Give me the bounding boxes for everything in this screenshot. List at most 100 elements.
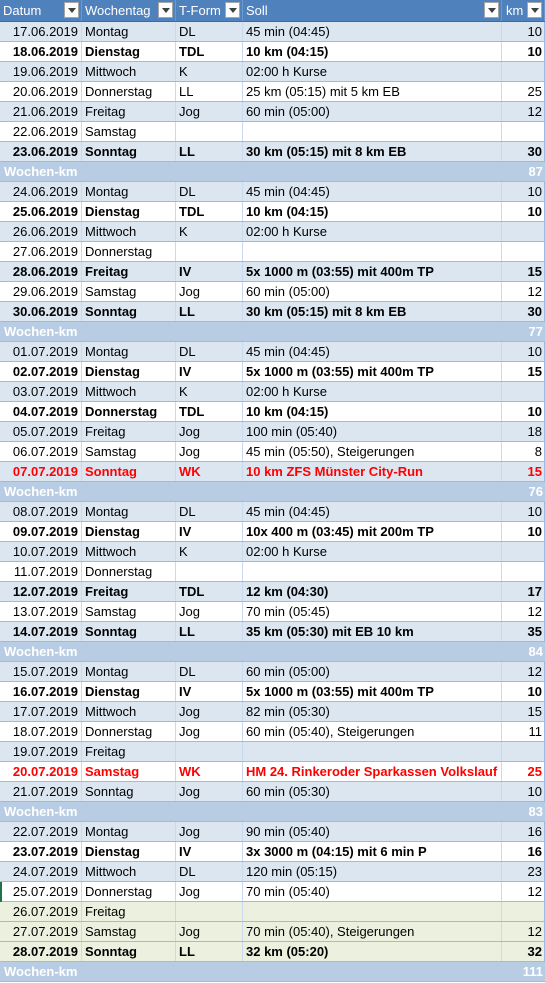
cell-date[interactable]: 09.07.2019 — [0, 522, 82, 541]
cell-soll[interactable]: 45 min (04:45) — [243, 342, 502, 361]
table-row[interactable]: 07.07.2019 Sonntag WK 10 km ZFS Münster Cit… — [0, 462, 545, 482]
cell-soll[interactable]: 32 km (05:20) — [243, 942, 502, 961]
table-row[interactable]: 02.07.2019 Dienstag IV 5x 1000 m (03:55) mi… — [0, 362, 545, 382]
cell-day[interactable]: Samstag — [82, 602, 176, 621]
cell-type[interactable]: Jog — [176, 922, 243, 941]
cell-km[interactable]: 12 — [502, 662, 545, 681]
cell-date[interactable]: 07.07.2019 — [0, 462, 82, 481]
cell-day[interactable]: Freitag — [82, 902, 176, 921]
cell-date[interactable]: 17.06.2019 — [0, 22, 82, 41]
cell-type[interactable]: DL — [176, 22, 243, 41]
cell-date[interactable]: 28.07.2019 — [0, 942, 82, 961]
cell-km[interactable]: 12 — [502, 602, 545, 621]
cell-day[interactable]: Donnerstag — [82, 722, 176, 741]
header-day[interactable]: Wochentag — [82, 0, 176, 21]
cell-date[interactable]: 01.07.2019 — [0, 342, 82, 361]
cell-soll[interactable]: 02:00 h Kurse — [243, 62, 502, 81]
cell-km[interactable]: 11 — [502, 722, 545, 741]
cell-soll[interactable]: 60 min (05:00) — [243, 102, 502, 121]
table-row[interactable]: 13.07.2019 Samstag Jog 70 min (05:45) 12 — [0, 602, 545, 622]
cell-km[interactable] — [502, 562, 545, 581]
cell-date[interactable]: 28.06.2019 — [0, 262, 82, 281]
cell-km[interactable]: 10 — [502, 522, 545, 541]
cell-soll[interactable] — [243, 902, 502, 921]
cell-date[interactable]: 23.07.2019 — [0, 842, 82, 861]
cell-km[interactable]: 15 — [502, 362, 545, 381]
cell-type[interactable]: DL — [176, 662, 243, 681]
cell-day[interactable]: Dienstag — [82, 682, 176, 701]
cell-date[interactable]: 03.07.2019 — [0, 382, 82, 401]
cell-date[interactable]: 18.06.2019 — [0, 42, 82, 61]
cell-type[interactable]: Jog — [176, 102, 243, 121]
cell-type[interactable] — [176, 742, 243, 761]
cell-type[interactable]: Jog — [176, 282, 243, 301]
cell-type[interactable]: TDL — [176, 402, 243, 421]
cell-date[interactable]: 27.06.2019 — [0, 242, 82, 261]
cell-type[interactable]: IV — [176, 682, 243, 701]
table-row[interactable]: 20.06.2019 Donnerstag LL 25 km (05:15) mit … — [0, 82, 545, 102]
cell-soll[interactable]: 10 km (04:15) — [243, 42, 502, 61]
cell-km[interactable]: 15 — [502, 702, 545, 721]
cell-type[interactable]: LL — [176, 82, 243, 101]
cell-date[interactable]: 22.06.2019 — [0, 122, 82, 141]
cell-type[interactable]: IV — [176, 842, 243, 861]
week-total-row[interactable]: Wochen-km 83 — [0, 802, 545, 822]
cell-type[interactable]: K — [176, 222, 243, 241]
cell-day[interactable]: Freitag — [82, 742, 176, 761]
cell-day[interactable]: Donnerstag — [82, 82, 176, 101]
cell-soll[interactable]: 70 min (05:40) — [243, 882, 502, 901]
cell-soll[interactable]: 45 min (04:45) — [243, 502, 502, 521]
cell-type[interactable]: Jog — [176, 722, 243, 741]
cell-type[interactable]: Jog — [176, 602, 243, 621]
cell-soll[interactable]: 5x 1000 m (03:55) mit 400m TP — [243, 682, 502, 701]
cell-date[interactable]: 05.07.2019 — [0, 422, 82, 441]
cell-day[interactable]: Montag — [82, 662, 176, 681]
cell-km[interactable] — [502, 222, 545, 241]
cell-day[interactable]: Dienstag — [82, 202, 176, 221]
cell-type[interactable]: TDL — [176, 42, 243, 61]
cell-date[interactable]: 26.06.2019 — [0, 222, 82, 241]
cell-soll[interactable]: 10x 400 m (03:45) mit 200m TP — [243, 522, 502, 541]
cell-date[interactable]: 14.07.2019 — [0, 622, 82, 641]
week-total-row[interactable]: Wochen-km 84 — [0, 642, 545, 662]
table-row[interactable]: 23.06.2019 Sonntag LL 30 km (05:15) mit 8 k… — [0, 142, 545, 162]
cell-km[interactable]: 10 — [502, 22, 545, 41]
cell-date[interactable]: 06.07.2019 — [0, 442, 82, 461]
cell-soll[interactable]: 60 min (05:30) — [243, 782, 502, 801]
cell-date[interactable]: 25.06.2019 — [0, 202, 82, 221]
cell-day[interactable]: Freitag — [82, 422, 176, 441]
cell-date[interactable]: 16.07.2019 — [0, 682, 82, 701]
week-total-row[interactable]: Wochen-km 76 — [0, 482, 545, 502]
header-type[interactable]: T-Form — [176, 0, 243, 21]
cell-soll[interactable]: 10 km (04:15) — [243, 202, 502, 221]
cell-soll[interactable]: 45 min (04:45) — [243, 22, 502, 41]
cell-soll[interactable]: 45 min (04:45) — [243, 182, 502, 201]
cell-type[interactable] — [176, 562, 243, 581]
cell-km[interactable]: 32 — [502, 942, 545, 961]
table-row[interactable]: 22.07.2019 Montag Jog 90 min (05:40) 16 — [0, 822, 545, 842]
cell-day[interactable]: Mittwoch — [82, 222, 176, 241]
table-row[interactable]: 03.07.2019 Mittwoch K 02:00 h Kurse — [0, 382, 545, 402]
cell-day[interactable]: Montag — [82, 822, 176, 841]
filter-dropdown-icon[interactable] — [225, 2, 240, 18]
cell-km[interactable]: 10 — [502, 402, 545, 421]
cell-day[interactable]: Samstag — [82, 442, 176, 461]
week-total-row[interactable]: Wochen-km 111 — [0, 962, 545, 982]
week-total-row[interactable]: Wochen-km 77 — [0, 322, 545, 342]
cell-day[interactable]: Sonntag — [82, 302, 176, 321]
cell-day[interactable]: Sonntag — [82, 462, 176, 481]
cell-day[interactable]: Mittwoch — [82, 542, 176, 561]
table-row[interactable]: 15.07.2019 Montag DL 60 min (05:00) 12 — [0, 662, 545, 682]
table-row[interactable]: 30.06.2019 Sonntag LL 30 km (05:15) mit 8 k… — [0, 302, 545, 322]
cell-day[interactable]: Montag — [82, 182, 176, 201]
cell-day[interactable]: Montag — [82, 22, 176, 41]
table-row[interactable]: 06.07.2019 Samstag Jog 45 min (05:50), Stei… — [0, 442, 545, 462]
table-row[interactable]: 05.07.2019 Freitag Jog 100 min (05:40) 18 — [0, 422, 545, 442]
cell-km[interactable]: 10 — [502, 502, 545, 521]
cell-type[interactable]: TDL — [176, 202, 243, 221]
cell-km[interactable]: 35 — [502, 622, 545, 641]
cell-day[interactable]: Dienstag — [82, 522, 176, 541]
cell-type[interactable]: WK — [176, 462, 243, 481]
cell-km[interactable] — [502, 902, 545, 921]
cell-km[interactable]: 12 — [502, 102, 545, 121]
